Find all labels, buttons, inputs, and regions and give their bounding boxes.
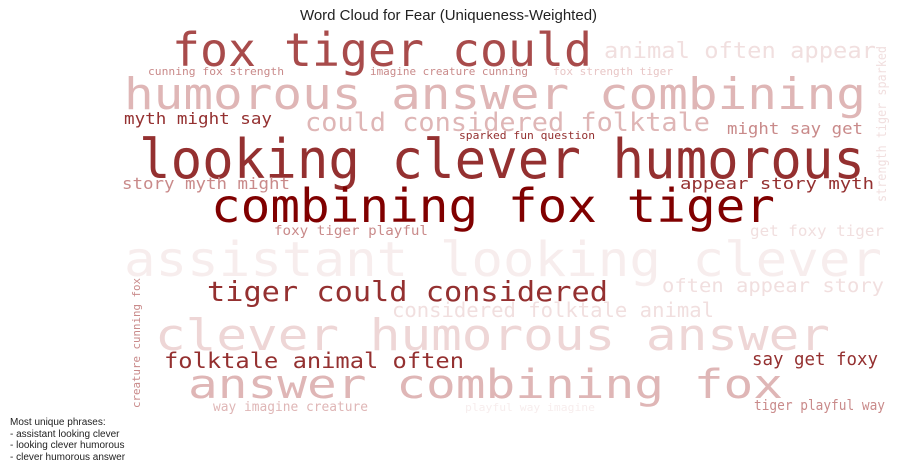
word-phrase: playful way imagine bbox=[465, 401, 595, 414]
word-phrase: animal often appear bbox=[604, 39, 876, 64]
unique-phrase-item: - clever humorous answer bbox=[10, 452, 125, 464]
unique-phrase-item: - looking clever humorous bbox=[10, 440, 125, 452]
word-phrase: way imagine creature bbox=[213, 400, 368, 415]
unique-phrases-note: Most unique phrases: - assistant looking… bbox=[10, 417, 125, 463]
word-phrase: tiger playful way bbox=[754, 398, 885, 414]
word-phrase: strength tiger sparked bbox=[875, 46, 890, 202]
word-phrase: creature cunning fox bbox=[130, 278, 143, 408]
unique-phrase-item: - assistant looking clever bbox=[10, 429, 125, 441]
word-phrase: often appear story bbox=[662, 275, 884, 297]
word-phrase: myth might say bbox=[124, 109, 272, 128]
unique-phrases-heading: Most unique phrases: bbox=[10, 417, 125, 429]
